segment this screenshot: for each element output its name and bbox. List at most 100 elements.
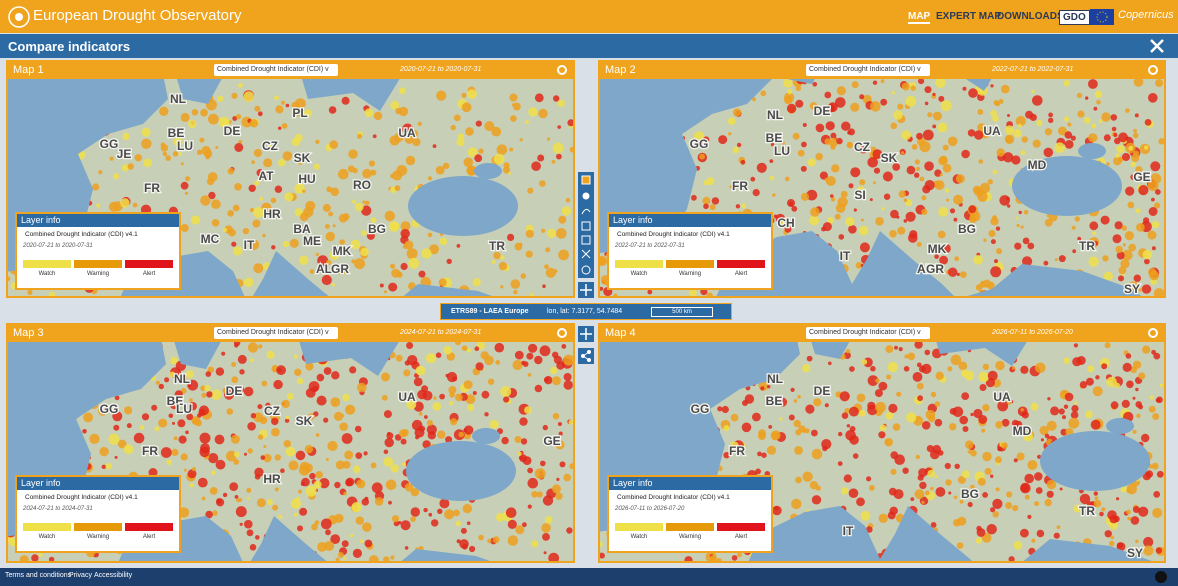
drought-patch (894, 345, 898, 350)
drought-patch (995, 421, 1003, 429)
map-tools[interactable] (578, 326, 594, 366)
drought-patch (996, 248, 1002, 255)
drought-patch (383, 456, 394, 467)
cookie-icon[interactable] (1155, 571, 1167, 583)
drought-patch (325, 224, 330, 229)
drought-patch (260, 455, 266, 460)
nav-link[interactable]: DOWNLOADS (997, 11, 1064, 22)
drought-patch (177, 373, 188, 383)
drought-patch (1142, 345, 1151, 354)
drought-patch (938, 206, 949, 217)
partner-logo[interactable]: Copernicus (1118, 9, 1174, 21)
layer-info-header[interactable]: Layer info (609, 477, 771, 490)
indicator-select[interactable]: Combined Drought Indicator (CDI) v (214, 64, 338, 76)
drought-patch (254, 105, 261, 112)
drought-patch (1155, 547, 1163, 554)
azov-sea (472, 428, 500, 444)
black-sea (406, 441, 516, 501)
drought-patch (263, 453, 272, 463)
drought-patch (1058, 408, 1065, 415)
indicator-select[interactable]: Combined Drought Indicator (CDI) v (806, 64, 930, 76)
close-button[interactable] (1150, 39, 1164, 53)
drought-patch (124, 406, 133, 415)
drought-patch (501, 436, 509, 445)
drought-patch (1001, 442, 1008, 449)
drought-patch (231, 92, 238, 99)
drought-patch (990, 474, 994, 478)
drought-patch (542, 424, 548, 431)
drought-patch (368, 160, 375, 167)
drought-patch (283, 440, 291, 448)
drought-patch (545, 267, 556, 278)
drought-patch (421, 248, 432, 259)
drought-patch (432, 402, 442, 411)
legend-label: Warning (678, 271, 702, 277)
drought-patch (781, 141, 785, 145)
drought-patch (558, 215, 567, 224)
drought-patch (514, 436, 522, 443)
drought-patch (354, 258, 366, 270)
drought-patch (1135, 539, 1139, 544)
layer-info-header[interactable]: Layer info (609, 214, 771, 227)
drought-patch (509, 147, 514, 152)
indicator-select[interactable]: Combined Drought Indicator (CDI) v (806, 327, 930, 339)
drought-patch (191, 109, 199, 116)
footer: Terms and conditions Privacy Accessibili… (0, 568, 1178, 586)
drought-patch (155, 380, 160, 385)
drought-patch (456, 244, 461, 248)
footer-link[interactable]: Privacy (69, 572, 92, 579)
drought-patch (976, 528, 986, 537)
drought-patch (973, 255, 983, 265)
drought-patch (1153, 288, 1164, 296)
settings-icon[interactable] (557, 328, 567, 338)
drought-patch (947, 366, 953, 372)
drought-patch (154, 426, 160, 432)
drought-patch (195, 419, 202, 427)
drought-patch (946, 198, 950, 202)
drought-patch (555, 440, 565, 450)
drought-patch (1116, 251, 1125, 260)
nav-link[interactable]: EXPERT MAP (936, 11, 1002, 22)
drought-patch (957, 516, 967, 526)
drought-patch (510, 115, 517, 122)
drought-patch (921, 208, 928, 215)
indicator-select[interactable]: Combined Drought Indicator (CDI) v (214, 327, 338, 339)
layer-info-header[interactable]: Layer info (17, 477, 179, 490)
footer-link[interactable]: Terms and conditions (5, 572, 72, 579)
nav-button[interactable]: GDO (1059, 10, 1090, 25)
settings-icon[interactable] (1148, 328, 1158, 338)
drought-patch (849, 435, 859, 445)
footer-link[interactable]: Accessibility (94, 572, 133, 579)
settings-icon[interactable] (1148, 65, 1158, 75)
drought-patch (942, 163, 952, 173)
drought-patch (944, 188, 950, 193)
drought-patch (388, 282, 398, 292)
drought-patch (281, 123, 288, 129)
drought-patch (1020, 225, 1024, 229)
drought-patch (1001, 418, 1010, 427)
azov-sea (1106, 418, 1134, 434)
layer-info-header[interactable]: Layer info (17, 214, 179, 227)
drought-patch (274, 454, 281, 461)
drought-patch (760, 90, 767, 97)
drought-patch (349, 366, 357, 374)
settings-icon[interactable] (557, 65, 567, 75)
drought-patch (257, 111, 263, 117)
drought-patch (525, 250, 533, 258)
drought-patch (916, 132, 923, 140)
country-label: CZ (854, 140, 870, 154)
drought-patch (740, 159, 746, 165)
drought-patch (296, 496, 300, 501)
drought-patch (791, 498, 802, 510)
drought-patch (984, 467, 992, 475)
drought-patch (530, 292, 534, 296)
country-label: BG (961, 487, 979, 501)
drought-patch (883, 193, 891, 200)
drought-patch (839, 391, 850, 402)
nav-link[interactable]: MAP (908, 11, 931, 24)
drought-patch (492, 536, 500, 544)
drought-patch (446, 371, 458, 383)
drought-patch (990, 239, 996, 245)
country-label: GG (100, 137, 119, 151)
drought-patch (206, 391, 213, 398)
